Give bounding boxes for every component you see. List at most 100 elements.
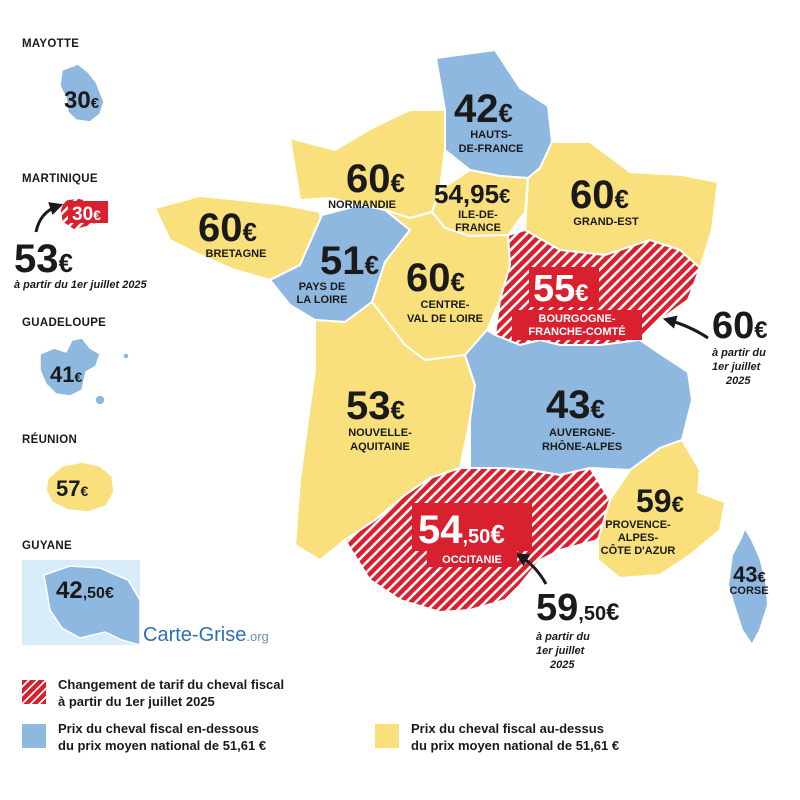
label-provence-alpes-cote-d-azur: 59€ PROVENCE- ALPES- CÔTE D'AZUR [601,483,684,557]
martinique-price-box [68,201,108,223]
svg-text:2025: 2025 [725,375,751,387]
guadeloupe-label: GUADELOUPE [22,317,107,329]
label-occitanie: 54,50€ OCCITANIE [418,508,505,566]
guadeloupe-islet [94,394,106,406]
svg-text:PAYS DE: PAYS DE [299,281,345,293]
legend-hatch-swatch [22,680,46,704]
bourgogne-arrow [662,315,709,340]
svg-text:59,50€: 59,50€ [536,587,619,629]
svg-text:54,50€: 54,50€ [418,508,505,552]
label-auvergne-rhone-alpes: 43€ AUVERGNE- RHÔNE-ALPES [542,383,622,453]
svg-text:AUVERGNE-: AUVERGNE- [549,427,615,439]
reunion-price: 57€ [56,476,88,501]
legend-above: Prix du cheval fiscal au-dessus du prix m… [375,720,705,760]
mayotte-label: MAYOTTE [22,38,80,50]
legend-change: Changement de tarif du cheval fiscal à pa… [22,676,382,716]
brand-name: Carte-Grise [143,624,247,646]
svg-text:VAL DE LOIRE: VAL DE LOIRE [407,313,483,325]
svg-text:60€: 60€ [406,256,465,300]
svg-text:RHÔNE-ALPES: RHÔNE-ALPES [542,440,622,453]
region-centre-val-de-loire[interactable] [371,209,511,361]
svg-text:60€: 60€ [346,157,405,201]
region-corse[interactable] [727,527,769,646]
future-occitanie: 59,50€ à partir du 1er juillet 2025 [536,587,619,671]
svg-text:NORMANDIE: NORMANDIE [328,199,396,211]
label-bretagne: 60€ BRETAGNE [198,206,266,260]
region-provence-alpes-cote-d-azur[interactable] [597,439,726,579]
svg-text:CENTRE-: CENTRE- [421,299,470,311]
svg-text:LA LOIRE: LA LOIRE [297,294,348,306]
occitanie-arrow [515,553,548,585]
svg-text:60€: 60€ [198,206,257,250]
guadeloupe-price: 41€ [50,362,82,387]
label-ile-de-france: 54,95€ ILE-DE- FRANCE [434,179,510,234]
label-hauts-de-france: 42€ HAUTS- DE-FRANCE [454,87,523,155]
future-bourgogne: 60€ à partir du 1er juillet 2025 [712,305,768,387]
svg-text:53€: 53€ [14,237,73,281]
legend-yellow-swatch [375,724,399,748]
svg-text:AQUITAINE: AQUITAINE [350,441,410,453]
svg-text:FRANCHE-COMTÉ: FRANCHE-COMTÉ [528,325,625,338]
label-corse: 43€ CORSE [729,562,768,597]
reunion-shape[interactable] [45,461,115,513]
svg-text:60€: 60€ [570,173,629,217]
legend-blue-swatch [22,724,46,748]
svg-text:HAUTS-: HAUTS- [470,129,512,141]
bourgogne-name-box [512,310,642,340]
guadeloupe-shape[interactable] [39,337,101,397]
bourgogne-price-box [529,267,599,307]
svg-text:60€: 60€ [712,305,768,347]
legend-above-line2: du prix moyen national de 51,61 € [411,738,620,753]
svg-text:59€: 59€ [636,483,684,519]
svg-text:1er juillet: 1er juillet [536,645,586,657]
svg-text:1er juillet: 1er juillet [712,361,762,373]
svg-text:NOUVELLE-: NOUVELLE- [348,427,412,439]
svg-text:à partir du 1er juillet 2025: à partir du 1er juillet 2025 [14,279,148,291]
svg-text:FRANCE: FRANCE [455,222,501,234]
legend-change-line1: Changement de tarif du cheval fiscal [58,677,285,692]
svg-text:à partir du: à partir du [712,347,766,359]
future-martinique: 53€ à partir du 1er juillet 2025 [14,237,148,291]
svg-text:55€: 55€ [533,268,589,310]
svg-text:2025: 2025 [549,659,575,671]
label-grand-est: 60€ GRAND-EST [570,173,639,228]
label-nouvelle-aquitaine: 53€ NOUVELLE- AQUITAINE [346,384,412,453]
brand-suffix: .org [246,629,269,644]
martinique-arrow [34,202,64,233]
occitanie-name-box [427,551,517,567]
svg-text:GRAND-EST: GRAND-EST [573,216,639,228]
svg-text:42€: 42€ [454,87,513,131]
legend-below-line1: Prix du cheval fiscal en-dessous [58,721,259,736]
mayotte-price: 30€ [64,87,100,114]
svg-text:54,95€: 54,95€ [434,179,510,209]
svg-text:OCCITANIE: OCCITANIE [442,554,502,566]
brand-logo: Carte-Grise.org [143,624,269,647]
svg-text:51€: 51€ [320,239,379,283]
svg-text:53€: 53€ [346,384,405,428]
label-normandie: 60€ NORMANDIE [328,157,405,211]
svg-text:43€: 43€ [546,383,605,427]
svg-text:ALPES-: ALPES- [618,532,659,544]
martinique-price: 30€ [72,204,101,225]
svg-text:43€: 43€ [733,562,766,587]
guyane-price: 42,50€ [56,577,114,604]
mayotte-shape[interactable] [59,63,105,123]
svg-text:BOURGOGNE-: BOURGOGNE- [539,313,616,325]
svg-text:ILE-DE-: ILE-DE- [458,209,498,221]
legend-change-line2: à partir du 1er juillet 2025 [58,694,215,709]
svg-text:BRETAGNE: BRETAGNE [206,248,267,260]
svg-text:PROVENCE-: PROVENCE- [605,519,671,531]
martinique-label: MARTINIQUE [22,173,98,185]
label-centre-val-de-loire: 60€ CENTRE- VAL DE LOIRE [406,256,483,325]
reunion-label: RÉUNION [22,434,78,446]
svg-text:CÔTE D'AZUR: CÔTE D'AZUR [601,544,676,557]
svg-text:DE-FRANCE: DE-FRANCE [459,143,524,155]
occitanie-price-box [412,503,532,551]
label-bourgogne-franche-comte: 55€ BOURGOGNE- FRANCHE-COMTÉ [528,268,625,338]
guyane-shape[interactable] [43,565,141,646]
legend-below-line2: du prix moyen national de 51,61 € [58,738,267,753]
svg-text:à partir du: à partir du [536,631,590,643]
legend-below: Prix du cheval fiscal en-dessous du prix … [22,720,342,760]
svg-text:CORSE: CORSE [729,585,768,597]
